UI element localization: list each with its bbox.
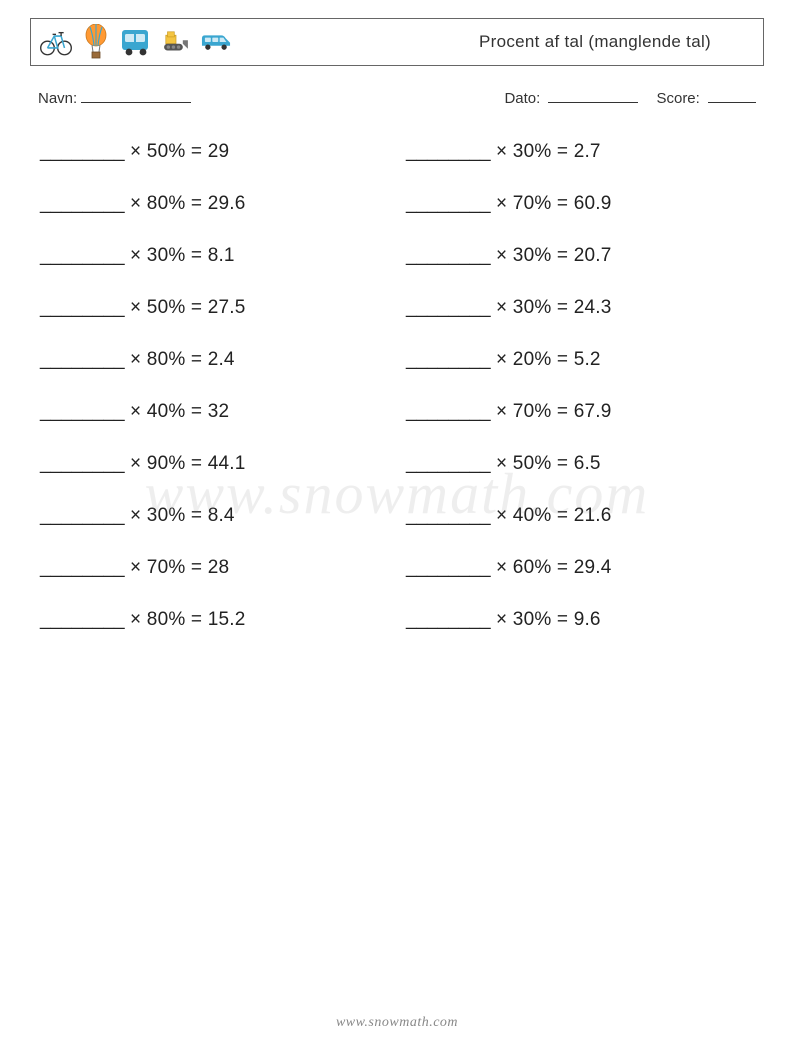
problem-expression: × 80% = 15.2 [125, 609, 246, 630]
header-icons [39, 25, 233, 59]
meta-row: Navn: Dato: Score: [30, 88, 764, 107]
problem-expression: × 50% = 29 [125, 141, 230, 162]
problem-expression: × 30% = 9.6 [491, 609, 601, 630]
meta-date: Dato: [504, 88, 638, 107]
score-label: Score: [656, 90, 699, 107]
answer-blank[interactable]: ________ [40, 609, 125, 630]
worksheet-title: Procent af tal (manglende tal) [479, 32, 711, 52]
van-icon [199, 25, 233, 59]
answer-blank[interactable]: ________ [40, 245, 125, 266]
problem-expression: × 70% = 60.9 [491, 193, 612, 214]
answer-blank[interactable]: ________ [406, 453, 491, 474]
problem-item: ________ × 30% = 20.7 [406, 245, 754, 267]
footer-text: www.snowmath.com [0, 1015, 794, 1031]
problem-item: ________ × 30% = 2.7 [406, 141, 754, 163]
answer-blank[interactable]: ________ [40, 193, 125, 214]
score-blank[interactable] [708, 88, 756, 103]
answer-blank[interactable]: ________ [406, 349, 491, 370]
answer-blank[interactable]: ________ [406, 245, 491, 266]
problem-item: ________ × 80% = 15.2 [40, 609, 388, 631]
bicycle-icon [39, 25, 73, 59]
answer-blank[interactable]: ________ [406, 141, 491, 162]
name-label: Navn: [38, 90, 77, 107]
problem-expression: × 30% = 8.4 [125, 505, 235, 526]
problem-item: ________ × 20% = 5.2 [406, 349, 754, 371]
bus-icon [119, 25, 153, 59]
meta-score: Score: [656, 88, 756, 107]
problem-item: ________ × 60% = 29.4 [406, 557, 754, 579]
problem-item: ________ × 80% = 29.6 [40, 193, 388, 215]
answer-blank[interactable]: ________ [406, 557, 491, 578]
problem-expression: × 30% = 24.3 [491, 297, 612, 318]
date-blank[interactable] [548, 88, 638, 103]
problem-expression: × 50% = 27.5 [125, 297, 246, 318]
answer-blank[interactable]: ________ [40, 297, 125, 318]
problem-item: ________ × 70% = 60.9 [406, 193, 754, 215]
name-blank[interactable] [81, 88, 191, 103]
problem-item: ________ × 70% = 28 [40, 557, 388, 579]
answer-blank[interactable]: ________ [406, 609, 491, 630]
problem-expression: × 40% = 21.6 [491, 505, 612, 526]
problem-item: ________ × 40% = 21.6 [406, 505, 754, 527]
problem-item: ________ × 80% = 2.4 [40, 349, 388, 371]
problem-expression: × 80% = 29.6 [125, 193, 246, 214]
problem-expression: × 30% = 20.7 [491, 245, 612, 266]
answer-blank[interactable]: ________ [406, 505, 491, 526]
problem-expression: × 50% = 6.5 [491, 453, 601, 474]
problem-item: ________ × 30% = 8.4 [40, 505, 388, 527]
answer-blank[interactable]: ________ [40, 557, 125, 578]
answer-blank[interactable]: ________ [406, 401, 491, 422]
answer-blank[interactable]: ________ [406, 193, 491, 214]
answer-blank[interactable]: ________ [40, 401, 125, 422]
problem-expression: × 70% = 67.9 [491, 401, 612, 422]
meta-name: Navn: [38, 88, 191, 107]
answer-blank[interactable]: ________ [40, 141, 125, 162]
worksheet-page: Procent af tal (manglende tal) Navn: Dat… [0, 0, 794, 1053]
problem-item: ________ × 50% = 6.5 [406, 453, 754, 475]
problem-item: ________ × 30% = 9.6 [406, 609, 754, 631]
problem-item: ________ × 50% = 29 [40, 141, 388, 163]
problem-item: ________ × 90% = 44.1 [40, 453, 388, 475]
hot-air-balloon-icon [79, 25, 113, 59]
problem-expression: × 40% = 32 [125, 401, 230, 422]
problem-expression: × 80% = 2.4 [125, 349, 235, 370]
header-box: Procent af tal (manglende tal) [30, 18, 764, 66]
problem-item: ________ × 70% = 67.9 [406, 401, 754, 423]
problem-expression: × 30% = 8.1 [125, 245, 235, 266]
answer-blank[interactable]: ________ [40, 349, 125, 370]
problem-expression: × 60% = 29.4 [491, 557, 612, 578]
problems-grid: ________ × 50% = 29________ × 30% = 2.7_… [30, 141, 764, 631]
date-label: Dato: [504, 90, 540, 107]
problem-item: ________ × 40% = 32 [40, 401, 388, 423]
problem-expression: × 70% = 28 [125, 557, 230, 578]
answer-blank[interactable]: ________ [40, 505, 125, 526]
problem-expression: × 90% = 44.1 [125, 453, 246, 474]
answer-blank[interactable]: ________ [40, 453, 125, 474]
answer-blank[interactable]: ________ [406, 297, 491, 318]
bulldozer-icon [159, 25, 193, 59]
problem-expression: × 30% = 2.7 [491, 141, 601, 162]
problem-expression: × 20% = 5.2 [491, 349, 601, 370]
problem-item: ________ × 30% = 8.1 [40, 245, 388, 267]
problem-item: ________ × 50% = 27.5 [40, 297, 388, 319]
problem-item: ________ × 30% = 24.3 [406, 297, 754, 319]
